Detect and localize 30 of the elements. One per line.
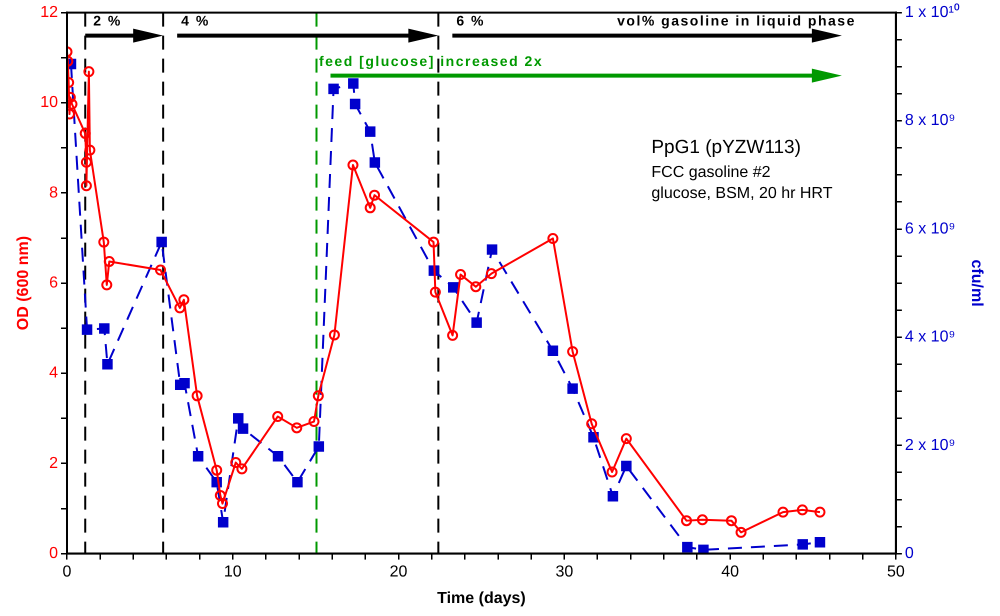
x-tick-label: 20 xyxy=(390,564,408,581)
annotation: 4 % xyxy=(181,12,210,28)
y-tick-label: 12 xyxy=(40,4,58,22)
y2-tick-label: 8 x 10⁹ xyxy=(904,112,956,130)
x-tick-label: 0 xyxy=(62,564,72,581)
annotation: vol% gasoline in liquid phase xyxy=(617,12,856,28)
annotation: 6 % xyxy=(456,12,485,28)
y-axis-title: OD (600 nm) xyxy=(15,236,32,330)
y2-tick-label: 1 x 10¹⁰ xyxy=(904,3,960,22)
y-tick-label: 4 xyxy=(49,364,58,382)
x-tick-label: 30 xyxy=(555,564,574,581)
y2-tick-label: 2 x 10⁹ xyxy=(904,436,956,454)
y2-tick-label: 0 xyxy=(904,545,914,562)
y-tick-label: 6 xyxy=(49,274,58,292)
annotation: FCC gasoline #2 xyxy=(651,164,771,182)
y-tick-label: 8 xyxy=(49,184,58,202)
x-axis-title: Time (days) xyxy=(437,590,526,607)
x-tick-label: 50 xyxy=(886,564,905,581)
x-tick-label: 10 xyxy=(224,564,242,581)
annotation: glucose, BSM, 20 hr HRT xyxy=(651,185,833,202)
y2-tick-label: 4 x 10⁹ xyxy=(904,328,956,346)
annotation: 2 % xyxy=(93,12,122,28)
x-tick-label: 40 xyxy=(721,564,740,581)
annotation: feed [glucose] increased 2x xyxy=(318,53,544,70)
y-tick-label: 2 xyxy=(49,454,58,472)
y2-tick-label: 6 x 10⁹ xyxy=(904,220,956,238)
annotation: PpG1 (pYZW113) xyxy=(651,136,801,158)
y-tick-label: 0 xyxy=(49,545,58,562)
y-tick-label: 10 xyxy=(40,94,58,112)
y2-axis-title: cfu/ml xyxy=(968,260,985,307)
